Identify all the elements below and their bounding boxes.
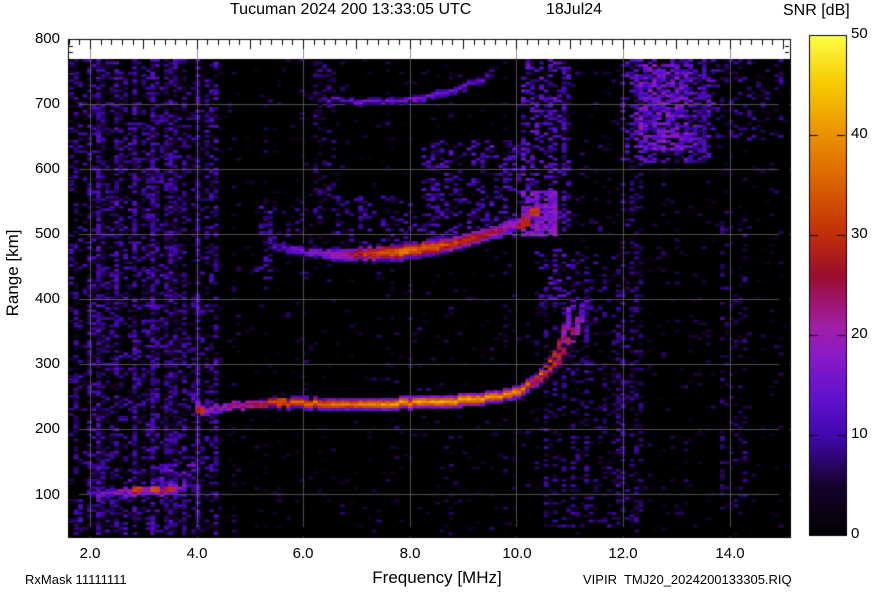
colorbar-tick-20: 20 — [851, 325, 868, 342]
y-tick-200: 200 — [34, 420, 60, 437]
instrument-text: VIPIR — [583, 572, 617, 587]
snr-label: SNR [dB] — [783, 2, 850, 19]
x-tick-12: 12.0 — [608, 545, 638, 562]
y-tick-800: 800 — [34, 30, 60, 47]
title-text: Tucuman 2024 200 13:33:05 UTC — [230, 1, 472, 18]
rxmask-text: RxMask 11111111 — [25, 572, 127, 587]
filename-text: VIPIR TMJ20_2024200133305.RIQ — [583, 573, 792, 587]
range-axis-label: Range [km] — [3, 229, 23, 317]
y-tick-400: 400 — [34, 290, 60, 307]
y-tick-700: 700 — [34, 95, 60, 112]
colorbar-tick-10: 10 — [851, 425, 868, 442]
x-tick-8: 8.0 — [399, 545, 421, 562]
y-tick-100: 100 — [34, 486, 60, 503]
riq-file-text: TMJ20_2024200133305.RIQ — [623, 572, 792, 587]
date-text: 18Jul24 — [546, 1, 603, 18]
colorbar-tick-40: 40 — [851, 125, 868, 142]
colorbar-tick-0: 0 — [851, 525, 860, 542]
y-tick-300: 300 — [34, 355, 60, 372]
x-tick-14: 14.0 — [715, 545, 745, 562]
y-tick-500: 500 — [34, 225, 60, 242]
frequency-axis-label: Frequency [MHz] — [372, 568, 502, 587]
y-tick-600: 600 — [34, 160, 60, 177]
x-tick-4: 4.0 — [186, 545, 208, 562]
colorbar-tick-50: 50 — [851, 25, 868, 42]
x-tick-10: 10.0 — [502, 545, 532, 562]
x-tick-2: 2.0 — [79, 545, 101, 562]
colorbar-tick-30: 30 — [851, 225, 868, 242]
x-tick-6: 6.0 — [292, 545, 314, 562]
